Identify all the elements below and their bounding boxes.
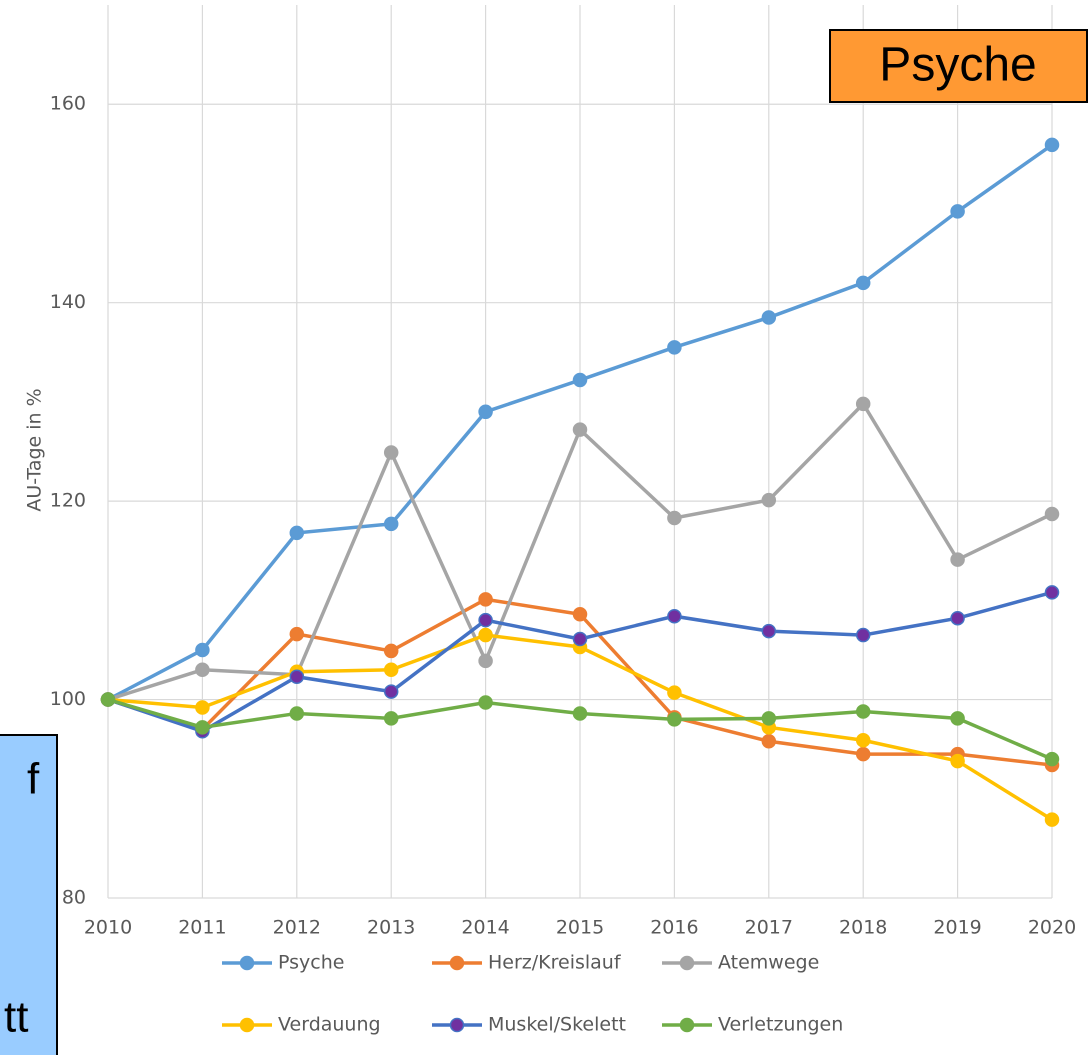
data-point [195,720,210,735]
legend-label: Verletzungen [718,1014,843,1036]
x-tick-label: 2011 [178,917,226,939]
data-point [478,695,493,710]
data-point [761,623,777,639]
data-point [195,700,210,715]
legend-marker [679,1017,695,1033]
y-tick-label: 120 [50,490,86,512]
data-point [761,310,777,325]
data-point [289,525,305,541]
legend-label: Herz/Kreislauf [488,952,622,974]
x-tick-label: 2019 [933,917,981,939]
legend-marker [239,1017,255,1033]
y-axis-label: AU-Tage in % [24,388,46,511]
data-point [383,445,399,460]
data-point [855,396,871,412]
legend-label: Atemwege [718,952,819,974]
legend-marker [449,955,465,971]
x-tick-label: 2018 [839,917,887,939]
data-point [572,422,588,437]
highlight-box [829,29,1088,103]
data-point [950,610,965,626]
data-point [1044,137,1060,153]
data-point [383,662,399,678]
data-point [950,711,965,726]
data-point [383,711,399,726]
side-text: tt [4,993,28,1042]
legend-marker [239,955,255,971]
legend-marker [679,955,695,971]
x-tick-label: 2016 [650,917,698,939]
data-point [289,626,305,642]
data-point [478,653,493,669]
x-tick-label: 2013 [367,917,415,939]
side-text: f [27,755,40,804]
legend-marker [449,1017,465,1033]
data-point [383,643,399,659]
data-point [761,733,777,749]
y-tick-label: 80 [62,887,86,909]
data-point [667,340,682,355]
data-point [1044,506,1060,522]
legend-label: Psyche [278,952,344,974]
x-tick-label: 2015 [556,917,604,939]
data-point [667,608,682,624]
data-point [572,606,588,622]
data-point [383,684,399,699]
data-point [855,704,871,719]
data-point [100,692,116,707]
x-tick-label: 2014 [461,917,509,939]
data-point [855,732,871,748]
y-tick-label: 140 [50,291,86,313]
x-tick-label: 2012 [273,917,321,939]
legend-label: Verdauung [278,1014,381,1036]
data-point [761,711,777,726]
data-point [289,706,305,721]
x-tick-label: 2017 [745,917,793,939]
data-point [195,662,210,678]
data-point [195,642,210,658]
data-point [572,706,588,721]
data-point [855,275,871,291]
y-tick-label: 100 [50,688,86,710]
data-point [667,510,682,526]
data-point [478,404,493,420]
legend-label: Muskel/Skelett [488,1014,626,1036]
data-point [950,753,965,769]
data-point [667,685,682,700]
highlight-text: Psyche [879,39,1036,92]
data-point [1044,585,1060,600]
data-point [950,552,965,567]
data-point [478,592,493,607]
data-point [572,631,588,647]
data-point [289,669,305,684]
data-point [572,372,588,388]
data-point [761,492,777,508]
y-tick-label: 160 [50,93,86,115]
data-point [667,712,682,727]
data-point [855,627,871,643]
data-point [1044,751,1060,767]
x-tick-label: 2020 [1028,917,1076,939]
data-point [383,516,399,532]
side-box [0,734,58,1055]
x-tick-label: 2010 [84,917,132,939]
data-point [478,612,493,628]
data-point [950,204,965,219]
data-point [855,746,871,762]
data-point [1044,812,1060,827]
data-point [478,627,493,643]
